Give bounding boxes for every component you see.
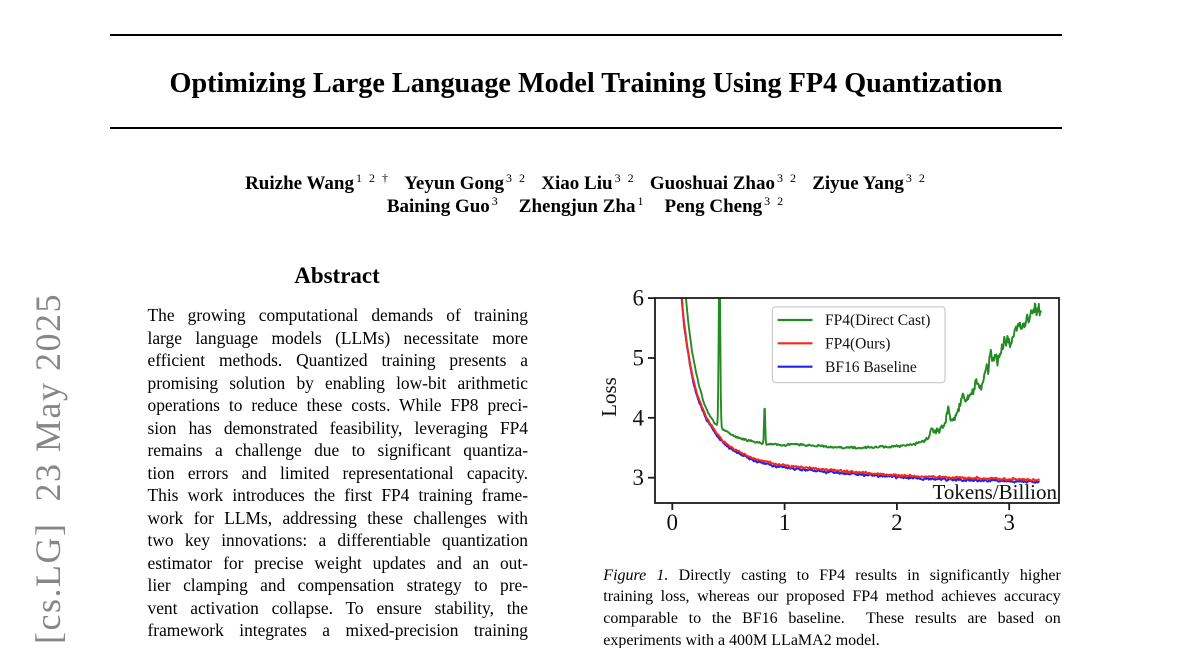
svg-text:BF16 Baseline: BF16 Baseline (825, 359, 917, 376)
svg-text:2: 2 (891, 510, 903, 535)
svg-text:0: 0 (667, 510, 679, 535)
svg-text:FP4(Ours): FP4(Ours) (825, 336, 890, 353)
svg-text:FP4(Direct Cast): FP4(Direct Cast) (825, 312, 930, 329)
svg-text:4: 4 (633, 405, 645, 430)
svg-text:3: 3 (1003, 510, 1015, 535)
svg-text:Tokens/Billion: Tokens/Billion (932, 480, 1057, 504)
svg-text:1: 1 (779, 510, 791, 535)
svg-text:Loss: Loss (597, 377, 621, 417)
svg-text:5: 5 (633, 346, 645, 371)
svg-text:3: 3 (633, 465, 645, 490)
svg-text:6: 6 (633, 286, 645, 311)
